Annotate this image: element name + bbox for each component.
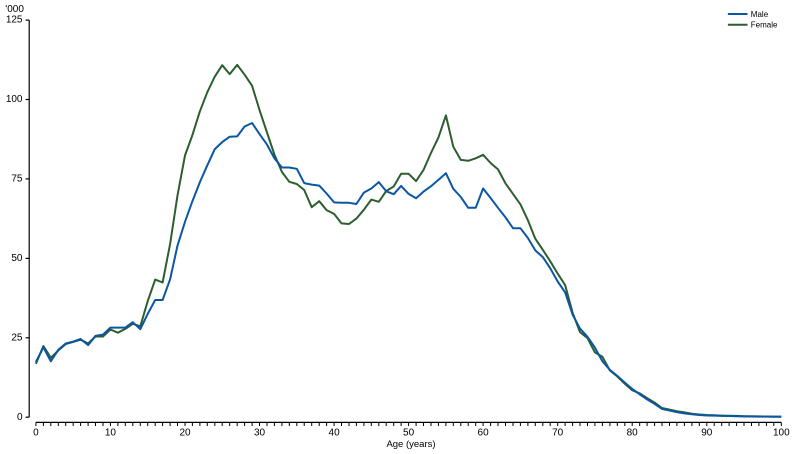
svg-text:50: 50 [11,253,23,264]
svg-text:30: 30 [254,428,266,439]
svg-text:80: 80 [627,428,639,439]
svg-text:25: 25 [11,332,23,343]
svg-text:0: 0 [33,428,39,439]
svg-text:'000: '000 [5,4,24,15]
svg-text:Age (years): Age (years) [386,439,435,450]
svg-text:0: 0 [17,412,23,423]
svg-text:100: 100 [6,94,23,105]
svg-text:100: 100 [773,428,790,439]
svg-text:125: 125 [6,15,23,26]
svg-text:60: 60 [478,428,490,439]
svg-text:10: 10 [105,428,117,439]
svg-text:75: 75 [11,174,23,185]
svg-text:20: 20 [179,428,191,439]
svg-text:50: 50 [403,428,415,439]
svg-text:90: 90 [701,428,713,439]
svg-text:40: 40 [329,428,341,439]
svg-text:Female: Female [751,21,778,30]
svg-text:Male: Male [751,10,769,19]
svg-text:70: 70 [552,428,564,439]
